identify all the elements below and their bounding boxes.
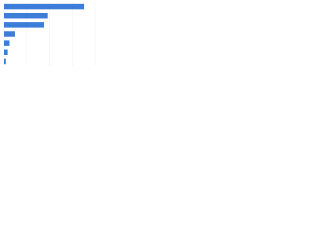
bar <box>4 22 45 28</box>
chart <box>3 2 96 66</box>
bar <box>4 49 8 56</box>
bar <box>4 31 15 37</box>
bar <box>4 12 48 19</box>
bar <box>4 3 85 10</box>
bar <box>4 40 10 46</box>
bar <box>4 58 6 65</box>
